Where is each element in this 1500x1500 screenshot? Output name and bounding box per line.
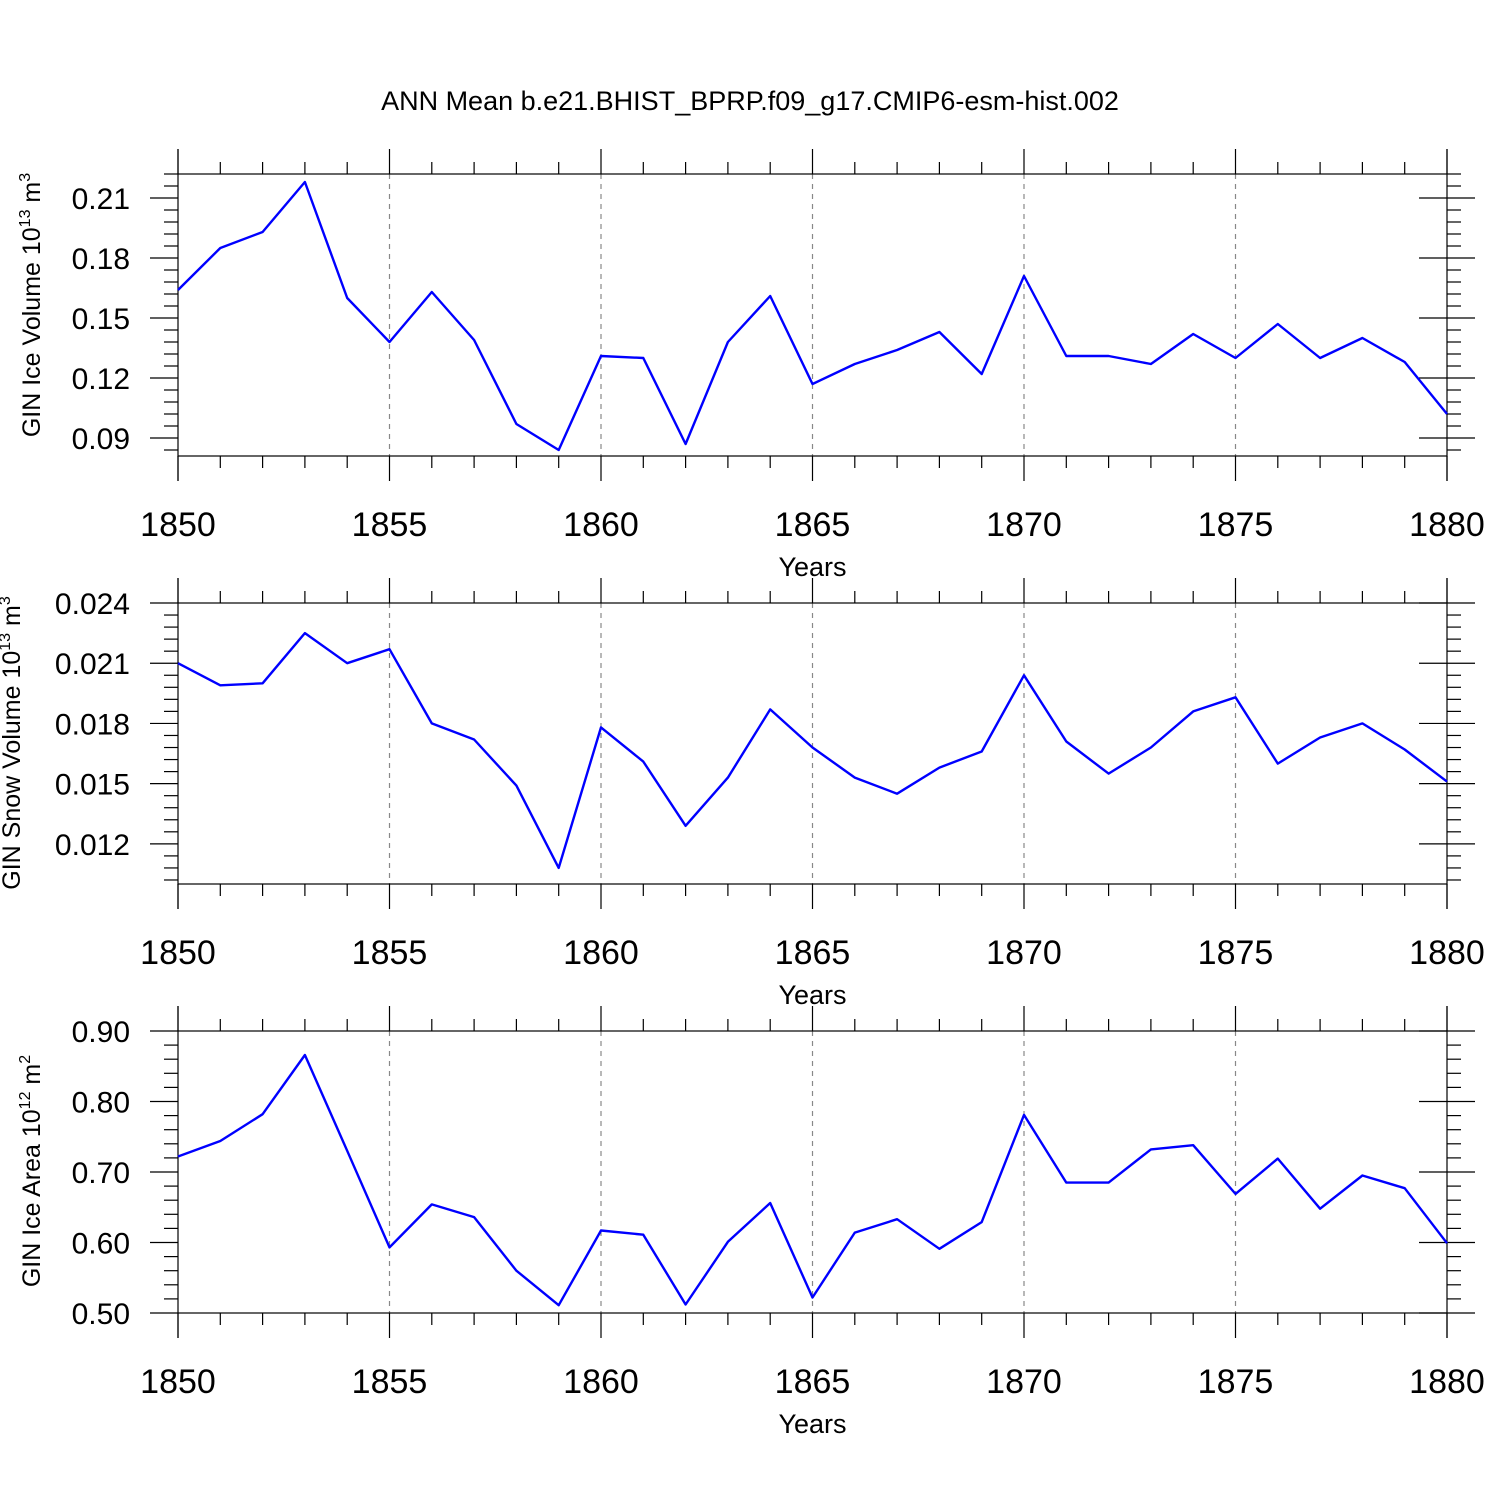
- x-axis-title: Years: [778, 552, 846, 582]
- x-tick-label: 1870: [986, 934, 1062, 972]
- y-tick-label: 0.09: [72, 423, 130, 456]
- x-tick-label: 1860: [563, 506, 639, 544]
- y-axis-title-exponent: 13: [17, 209, 34, 227]
- y-axis-title-text: GIN Ice Volume 10: [18, 227, 46, 437]
- y-tick-label: 0.70: [72, 1157, 130, 1190]
- x-tick-label: 1855: [352, 506, 428, 544]
- series-line: [177, 1053, 1448, 1307]
- y-tick-label: 0.60: [72, 1228, 130, 1261]
- y-tick-label: 0.15: [72, 303, 130, 336]
- y-tick-label: 0.024: [55, 588, 130, 621]
- x-tick-label: 1875: [1198, 1363, 1274, 1401]
- x-tick-label: 1865: [775, 506, 851, 544]
- x-tick-label: 1875: [1198, 934, 1274, 972]
- x-tick-label: 1850: [140, 934, 216, 972]
- x-tick-label: 1870: [986, 506, 1062, 544]
- panel-2: 1850 1855 1860 1865 1870 1875 1880 Years 0.012 0.…: [0, 578, 1485, 1010]
- panel-1: 1850 1855 1860 1865 1870 1875 1880 Years 0.09 0.1…: [17, 149, 1485, 582]
- y-tick-label: 0.12: [72, 363, 130, 396]
- y-axis-title-text: GIN Ice Area 10: [18, 1109, 46, 1287]
- y-axis-title: GIN Ice Volume 1013 m3: [17, 173, 46, 437]
- x-tick-label: 1880: [1409, 934, 1485, 972]
- y-axis-title-unit-exponent: 2: [17, 1055, 34, 1064]
- y-axis-title-exponent: 13: [0, 633, 14, 651]
- y-axis-title-unit-exponent: 3: [17, 173, 34, 182]
- y-axis-title-exponent: 12: [17, 1091, 34, 1109]
- x-tick-label: 1865: [775, 934, 851, 972]
- x-tick-label: 1850: [140, 506, 216, 544]
- y-tick-label: 0.80: [72, 1087, 130, 1120]
- y-tick-label: 0.50: [72, 1298, 130, 1331]
- y-tick-label: 0.21: [72, 183, 130, 216]
- y-axis-title: GIN Snow Volume 1013 m3: [0, 596, 26, 890]
- panels: 1850 1855 1860 1865 1870 1875 1880 Years 0.09 0.1…: [0, 149, 1485, 1439]
- chart-title: ANN Mean b.e21.BHIST_BPRP.f09_g17.CMIP6-…: [381, 86, 1119, 116]
- panel-3: 1850 1855 1860 1865 1870 1875 1880 Years 0.50 0.6…: [17, 1006, 1485, 1439]
- y-tick-label: 0.90: [72, 1016, 130, 1049]
- y-axis-title-unit: m: [18, 1064, 46, 1092]
- x-tick-label: 1880: [1409, 1363, 1485, 1401]
- y-tick-label: 0.012: [55, 829, 130, 862]
- y-tick-label: 0.018: [55, 708, 130, 741]
- y-tick-label: 0.015: [55, 769, 130, 802]
- y-axis-title-unit: m: [0, 605, 26, 633]
- x-tick-label: 1855: [352, 934, 428, 972]
- x-tick-label: 1860: [563, 934, 639, 972]
- y-axis-title-unit: m: [18, 182, 46, 210]
- y-axis-title: GIN Ice Area 1012 m2: [17, 1055, 46, 1287]
- x-tick-label: 1860: [563, 1363, 639, 1401]
- y-axis-title-text: GIN Snow Volume 10: [0, 651, 26, 890]
- x-tick-label: 1865: [775, 1363, 851, 1401]
- y-tick-label: 0.021: [55, 648, 130, 681]
- y-tick-label: 0.18: [72, 243, 130, 276]
- x-tick-label: 1875: [1198, 506, 1274, 544]
- x-tick-label: 1850: [140, 1363, 216, 1401]
- x-tick-label: 1870: [986, 1363, 1062, 1401]
- x-tick-label: 1855: [352, 1363, 428, 1401]
- y-axis-title-unit-exponent: 3: [0, 596, 14, 605]
- x-axis-title: Years: [778, 1409, 846, 1439]
- series-line: [177, 631, 1448, 870]
- x-tick-label: 1880: [1409, 506, 1485, 544]
- x-axis-title: Years: [778, 980, 846, 1010]
